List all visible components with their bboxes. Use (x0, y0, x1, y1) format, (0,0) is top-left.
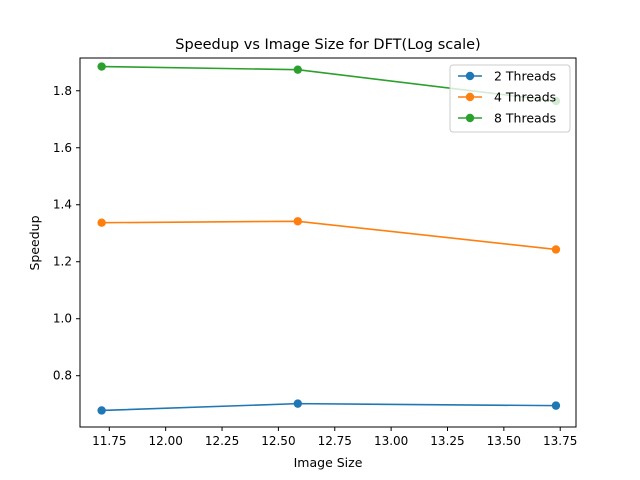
data-point (293, 217, 302, 226)
y-tick-label: 1.8 (53, 84, 72, 98)
data-point (551, 245, 561, 254)
legend: 2 Threads 4 Threads 8 Threads (449, 64, 571, 133)
series-line (101, 220, 557, 251)
legend-label: 8 Threads (494, 111, 556, 126)
x-tick-label: 13.25 (430, 434, 464, 448)
data-point (551, 401, 561, 410)
series-layer (97, 62, 561, 415)
y-tick-label: 1.0 (53, 312, 72, 326)
axis-ticks: 11.75 12.00 12.25 12.50 12.75 13.00 13.25 13.50… (53, 84, 577, 448)
x-tick-label: 13.00 (374, 434, 408, 448)
legend-swatch-marker (465, 113, 475, 123)
x-tick-label: 11.75 (92, 434, 126, 448)
legend-label: 2 Threads (494, 69, 556, 84)
x-tick-label: 12.50 (261, 434, 295, 448)
y-tick-label: 0.8 (53, 369, 72, 383)
x-tick-label: 12.75 (318, 434, 352, 448)
x-tick-label: 13.50 (487, 434, 521, 448)
y-axis-label: Speedup (27, 215, 42, 270)
series-line (101, 402, 556, 412)
legend-item: 2 Threads (458, 69, 556, 84)
plot-frame (79, 57, 577, 428)
legend-label: 4 Threads (494, 90, 556, 105)
series-1 (97, 399, 561, 415)
legend-box (449, 64, 571, 133)
data-point (97, 218, 106, 227)
x-tick-label: 12.25 (205, 434, 239, 448)
series-2 (97, 217, 561, 254)
legend-swatch-marker (465, 92, 475, 102)
y-tick-label: 1.4 (53, 198, 72, 212)
legend-item: 8 Threads (458, 111, 556, 126)
data-point (293, 399, 302, 408)
data-point (97, 406, 106, 415)
data-point (293, 65, 302, 74)
x-tick-label: 12.00 (148, 434, 182, 448)
y-tick-label: 1.6 (53, 141, 72, 155)
legend-item: 4 Threads (458, 90, 556, 105)
x-axis-label: Image Size (294, 455, 363, 470)
y-tick-label: 1.2 (53, 255, 72, 269)
legend-swatch-marker (465, 71, 475, 81)
x-tick-label: 13.75 (543, 434, 577, 448)
data-point (97, 62, 106, 71)
chart-title: Speedup vs Image Size for DFT(Log scale) (175, 37, 480, 53)
